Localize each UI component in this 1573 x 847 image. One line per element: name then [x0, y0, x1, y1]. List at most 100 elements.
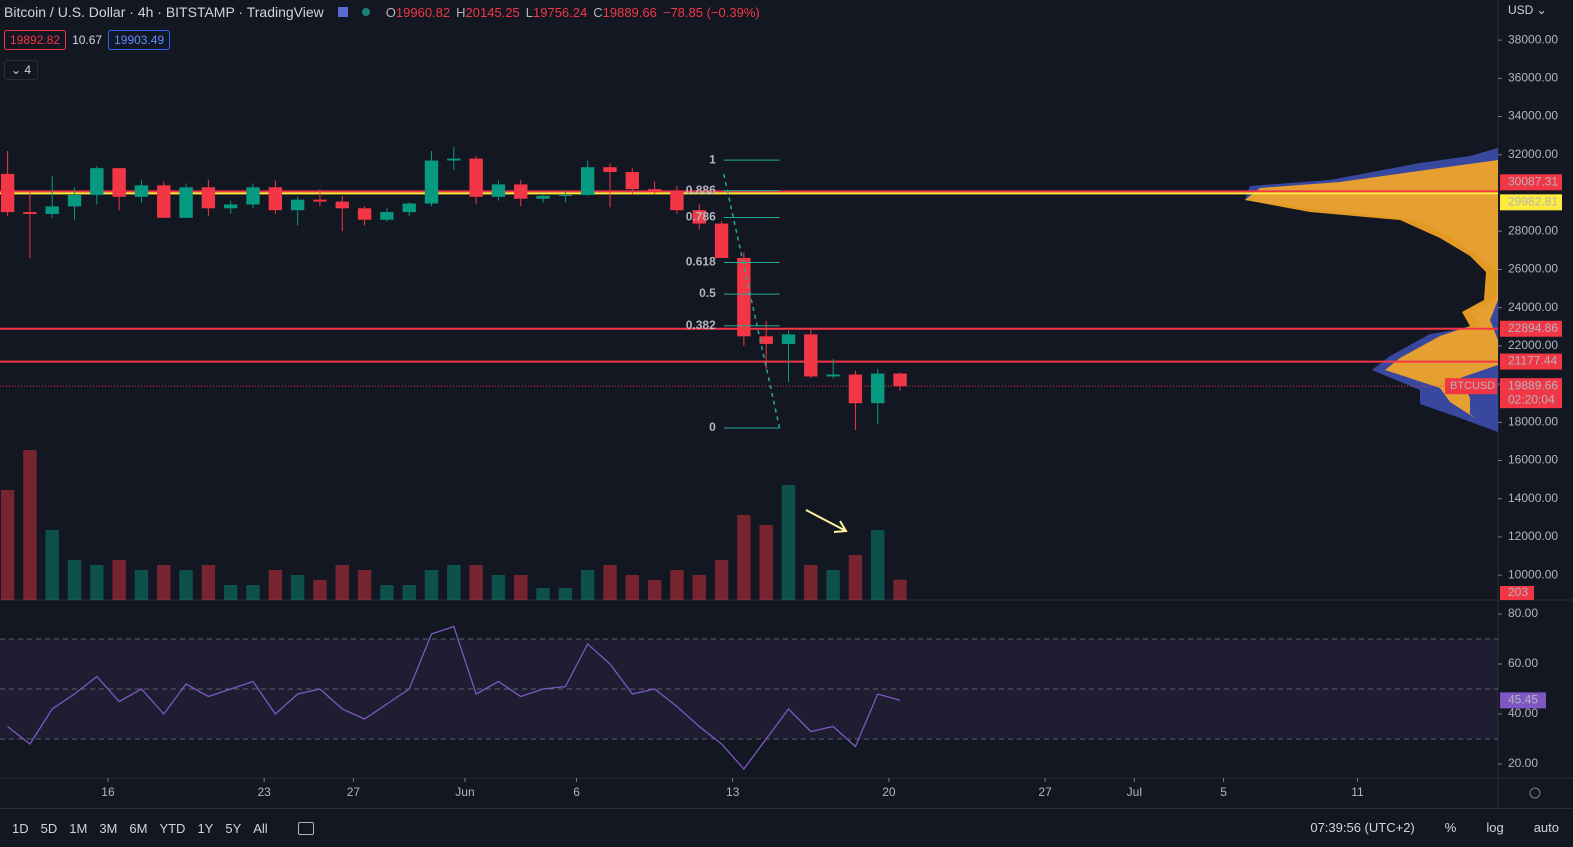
y-tick-label: 18000.00 — [1508, 414, 1558, 428]
range-button[interactable]: 1M — [69, 821, 88, 836]
fib-label: 0 — [709, 420, 716, 434]
rsi-tick-label: 60.00 — [1508, 656, 1538, 670]
candle-body — [0, 173, 15, 213]
candle-body — [179, 187, 193, 218]
clock: 07:39:56 (UTC+2) — [1310, 820, 1415, 835]
candle-body — [848, 374, 863, 404]
candle-body — [424, 160, 439, 204]
volume-badge — [1500, 586, 1534, 600]
range-button[interactable]: 3M — [99, 821, 118, 836]
bottom-toolbar: 1D 5D 1M 3M 6M YTD 1Y 5Y All 07:39:56 (U… — [0, 808, 1573, 847]
volume-bar — [737, 515, 751, 600]
bid[interactable]: 19892.82 — [4, 30, 67, 50]
settings-icon[interactable] — [1529, 787, 1541, 799]
volume-bar — [357, 570, 372, 600]
candle-body — [670, 191, 684, 211]
price-label: 30087.31 — [1508, 174, 1558, 188]
y-tick-label: 34000.00 — [1508, 109, 1558, 123]
candle-body — [491, 184, 506, 197]
x-tick-label: 11 — [1351, 785, 1364, 799]
price-badge — [1500, 174, 1562, 191]
volume-bar — [112, 560, 126, 600]
volume-bar — [647, 580, 662, 600]
candle-body — [23, 212, 37, 215]
fib-label: 0.5 — [699, 286, 716, 300]
range-button[interactable]: All — [253, 821, 268, 836]
range-button[interactable]: 6M — [129, 821, 148, 836]
rsi-tick-label: 80.00 — [1508, 606, 1538, 620]
candle-body — [380, 212, 394, 220]
indicator-count: 4 — [24, 63, 32, 77]
range-button[interactable]: 5D — [40, 821, 58, 836]
volume-bar — [335, 565, 349, 600]
volume-bar — [558, 588, 573, 600]
candle-body — [469, 158, 483, 197]
x-tick-label: 27 — [347, 785, 361, 799]
volume-bar — [603, 565, 617, 600]
annotation-arrow — [805, 509, 847, 532]
fib-label: 0.618 — [686, 255, 716, 269]
ohlc-label: O — [385, 5, 396, 20]
price-label: 21177.44 — [1508, 354, 1557, 368]
candle-body — [781, 334, 796, 344]
volume-bar — [804, 565, 818, 600]
volume-bar — [848, 555, 863, 600]
ohlc-value: 20145.25 — [465, 5, 520, 20]
volume-bar — [424, 570, 439, 600]
legend: Bitcoin / U.S. Dollar · 4h · BITSTAMP · … — [4, 4, 760, 20]
y-tick-label: 28000.00 — [1508, 223, 1558, 237]
y-tick-label: 16000.00 — [1508, 453, 1558, 467]
candle-body — [112, 168, 126, 197]
range-button[interactable]: YTD — [159, 821, 186, 836]
fib-trend — [723, 173, 781, 429]
change: −78.85 (−0.39%) — [662, 4, 760, 20]
x-tick-label: 13 — [726, 785, 740, 799]
date-range-icon[interactable] — [297, 822, 314, 835]
x-tick-label: 20 — [882, 785, 896, 799]
volume-label: 203 — [1508, 585, 1528, 599]
indicators-toggle[interactable]: ⌄ 4 — [4, 60, 39, 80]
x-tick-label: 27 — [1038, 785, 1052, 799]
price-label: 22894.86 — [1508, 321, 1558, 335]
last-price-badge — [1500, 378, 1562, 409]
ask[interactable]: 19903.49 — [108, 30, 171, 50]
volume-bar — [224, 585, 238, 600]
price-label: 29982.81 — [1508, 194, 1558, 208]
candle-body — [826, 374, 840, 377]
auto-toggle[interactable]: auto — [1533, 820, 1559, 835]
volume-bar — [313, 580, 327, 600]
price-badge — [1500, 353, 1562, 370]
volume-bar — [290, 575, 305, 600]
fib-label: 0.786 — [686, 210, 716, 224]
log-toggle[interactable]: log — [1486, 820, 1504, 835]
volume-bar — [447, 565, 461, 600]
last-price-label: 19889.66 — [1508, 378, 1558, 392]
volume-bar — [23, 450, 37, 600]
candle-body — [737, 257, 751, 337]
ohlc-label: H — [456, 5, 466, 20]
candle-body — [45, 206, 59, 215]
volume-bar — [380, 585, 394, 600]
volume-bar — [781, 485, 796, 600]
percent-toggle[interactable]: % — [1444, 820, 1457, 835]
volume-bar — [201, 565, 216, 600]
range-button[interactable]: 1Y — [197, 821, 214, 836]
currency[interactable]: USD ⌄ — [1508, 3, 1547, 17]
fib-label: 0.886 — [686, 183, 716, 197]
x-tick-label: 23 — [257, 785, 271, 799]
y-tick-label: 22000.00 — [1508, 338, 1558, 352]
range-button[interactable]: 5Y — [225, 821, 242, 836]
rsi-tick-label: 40.00 — [1508, 706, 1538, 720]
flag-icon[interactable] — [337, 7, 348, 17]
candle-body — [335, 201, 349, 209]
candle-body — [714, 223, 729, 258]
volume-bar — [692, 575, 706, 600]
range-button[interactable]: 1D — [12, 821, 29, 836]
candle-body — [402, 203, 416, 213]
volume-bar — [580, 570, 595, 600]
candle-body — [692, 210, 706, 224]
bid-ask: 19892.82 10.67 19903.49 — [4, 30, 171, 50]
candle-body — [871, 373, 885, 404]
candle-body — [157, 185, 171, 218]
